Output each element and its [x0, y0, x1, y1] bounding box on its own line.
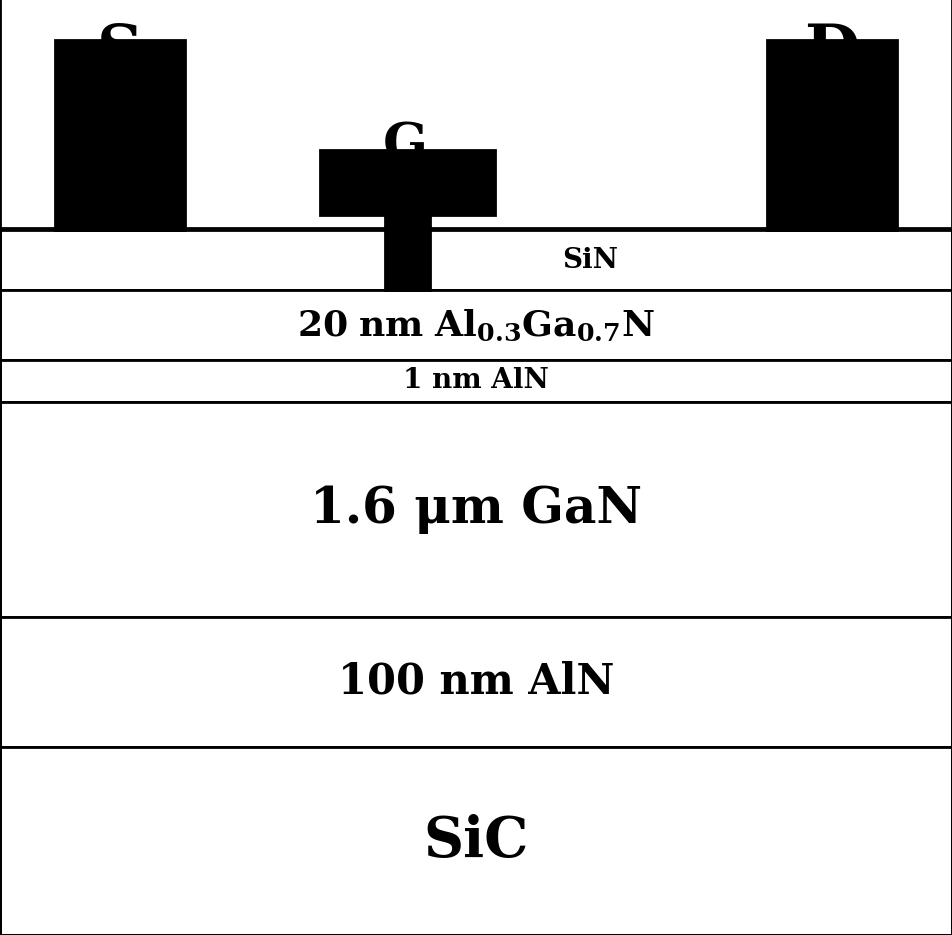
Text: 100 nm AlN: 100 nm AlN [338, 661, 614, 703]
Bar [0, 617, 952, 747]
Bar [0, 290, 952, 360]
Bar [55, 40, 185, 230]
Text: SiN: SiN [563, 247, 618, 274]
Text: S: S [97, 22, 143, 83]
Bar [320, 150, 495, 215]
Text: D: D [804, 22, 860, 83]
Bar [0, 230, 952, 290]
Text: 1.6 μm GaN: 1.6 μm GaN [310, 485, 642, 534]
Text: G: G [383, 120, 427, 171]
Bar [0, 402, 952, 617]
Text: 1 nm AlN: 1 nm AlN [403, 367, 549, 395]
Bar [767, 40, 897, 230]
Text: SiC: SiC [424, 813, 528, 869]
Text: $\mathbf{20\ nm\ Al_{0.3}Ga_{0.7}N}$: $\mathbf{20\ nm\ Al_{0.3}Ga_{0.7}N}$ [297, 308, 655, 343]
Bar [0, 747, 952, 935]
Bar [385, 215, 430, 290]
Bar [0, 360, 952, 402]
